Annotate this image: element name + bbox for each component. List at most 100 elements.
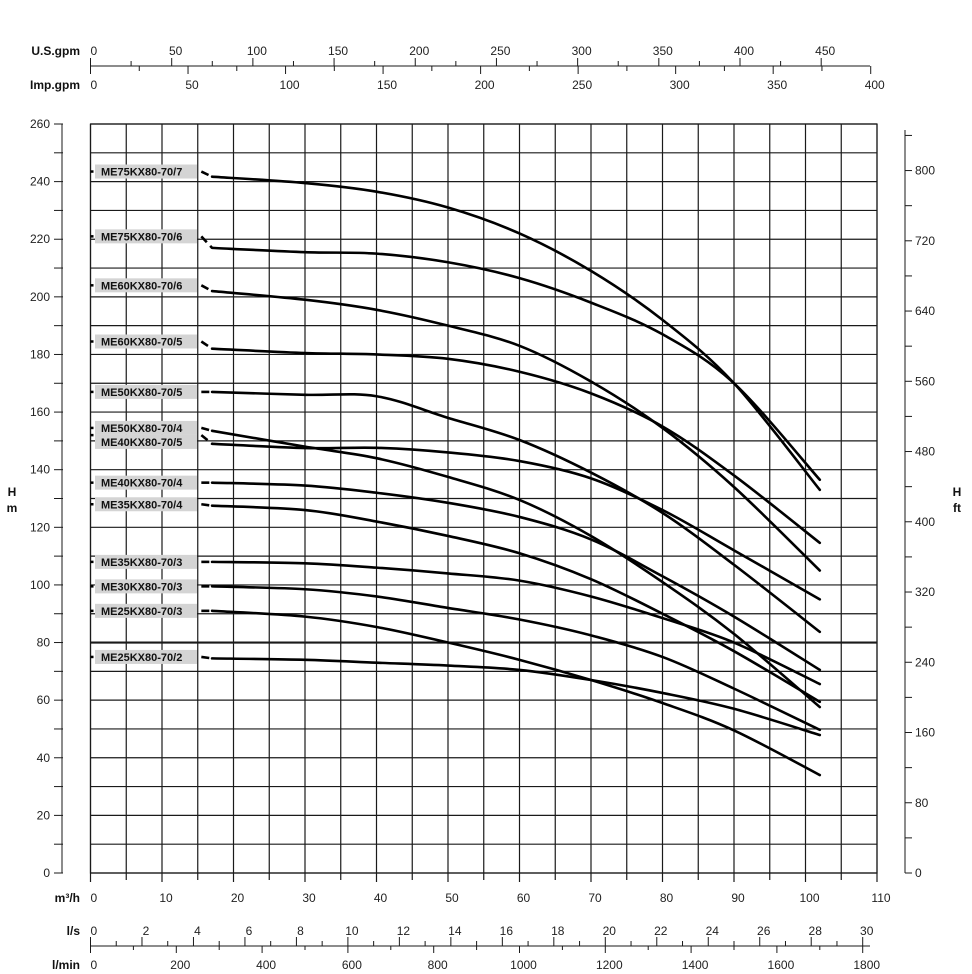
ls-tick-label: 28 [809,924,823,938]
y-tick-label: 220 [30,232,50,246]
us-gpm-tick-label: 300 [572,44,592,58]
curve-label: ME25KX80-70/2 [101,652,182,664]
curve-dashed-start [200,340,213,350]
lmin-tick-label: 600 [342,958,362,972]
imp-gpm-tick-label: 400 [865,78,885,92]
curve-me30kx80-70/3 [210,585,822,732]
y-right-tick-label: 160 [915,726,935,740]
curve-label: ME30KX80-70/3 [101,581,182,593]
y-tick-label: 20 [37,808,51,822]
imp-gpm-tick-label: 0 [91,78,98,92]
curve-label-box [95,420,197,435]
us-gpm-tick-label: 0 [91,44,98,58]
y-right-axis-label-h: H [953,485,962,499]
us-gpm-tick-label: 250 [490,44,510,58]
imp-gpm-tick-label: 50 [185,78,199,92]
ls-tick-label: 14 [448,924,462,938]
y-tick-label: 260 [30,117,50,131]
curve-label: ME60KX80-70/6 [101,280,182,292]
us-gpm-tick-label: 50 [169,44,183,58]
ls-tick-label: 8 [297,924,304,938]
us-gpm-tick-label: 400 [734,44,754,58]
ls-tick-label: 4 [194,924,201,938]
x-tick-label: 60 [517,891,531,905]
ls-tick-label: 22 [654,924,668,938]
y-axis-label-m: m [7,501,18,515]
curve-me25kx80-70/3 [210,609,822,777]
curve-label: ME60KX80-70/5 [101,336,182,348]
lmin-tick-label: 200 [170,958,190,972]
x-tick-label: 70 [588,891,602,905]
y-tick-label: 80 [37,636,51,650]
axes: 0204060801001201401601802002202402600801… [30,44,935,972]
x-tick-label: 110 [871,891,890,905]
ls-tick-label: 6 [246,924,253,938]
us-gpm-tick-label: 450 [815,44,835,58]
us-gpm-tick-label: 200 [409,44,429,58]
curve-label: ME75KX80-70/7 [101,167,182,179]
x-tick-label: 20 [231,891,245,905]
curve-label: ME35KX80-70/3 [101,557,182,569]
lmin-tick-label: 1400 [682,958,709,972]
curve-dashed-start [200,235,214,249]
y-right-tick-label: 80 [915,796,929,810]
ls-tick-label: 16 [500,924,514,938]
y-right-tick-label: 0 [915,866,922,880]
x-tick-label: 40 [374,891,388,905]
y-right-axis-label-ft: ft [953,501,961,515]
x-tick-label: 100 [799,891,819,905]
curve-me75kx80-70/7 [210,175,822,492]
x-tick-label: 0 [91,891,98,905]
curve-label-box [95,554,197,569]
curve-dashed-start [201,655,213,660]
curve-me35kx80-70/4 [210,504,822,704]
curve-label: ME35KX80-70/4 [101,499,183,511]
curve-dashed-start [200,284,213,293]
ls-tick-label: 24 [706,924,720,938]
y-right-tick-label: 560 [915,374,935,388]
x-tick-label: 10 [159,891,173,905]
y-tick-label: 200 [30,290,50,304]
ls-tick-label: 0 [91,924,98,938]
us-gpm-tick-label: 350 [653,44,673,58]
lmin-tick-label: 1600 [768,958,795,972]
us-gpm-label: U.S.gpm [31,44,80,58]
curve-label: ME40KX80-70/4 [101,478,183,490]
curve-label-box [95,334,197,349]
plot-border [89,123,878,874]
curve-label-box [95,475,197,490]
lmin-tick-label: 1000 [510,958,537,972]
curve-me40kx80-70/4 [210,481,822,672]
y-tick-label: 160 [30,405,50,419]
y-right-tick-label: 640 [915,304,935,318]
y-tick-label: 0 [43,866,50,880]
ls-tick-label: 26 [757,924,771,938]
y-tick-label: 40 [37,751,51,765]
lmin-tick-label: 800 [428,958,448,972]
ls-tick-label: 2 [143,924,150,938]
imp-gpm-tick-label: 150 [377,78,397,92]
y-right-tick-label: 800 [915,164,935,178]
curve-label: ME25KX80-70/3 [101,606,182,618]
ls-tick-label: 10 [345,924,359,938]
curve-dashed-start [201,502,213,507]
y-right-tick-label: 320 [915,585,935,599]
grid [89,123,878,882]
curve-me40kx80-70/5 [210,442,822,601]
curves [200,170,822,777]
x-tick-label: 30 [302,891,316,905]
curve-me35kx80-70/3 [210,560,822,686]
y-right-tick-label: 240 [915,655,935,669]
curve-label: ME40KX80-70/5 [101,437,182,449]
curve-label-box [95,649,197,664]
y-tick-label: 60 [37,693,51,707]
curve-label: ME75KX80-70/6 [101,231,182,243]
x-tick-label: 90 [731,891,745,905]
x-axis-label-m3h: m³/h [55,891,80,905]
curve-dashed-start [200,170,213,178]
lmin-tick-label: 1200 [596,958,623,972]
y-tick-label: 120 [30,520,50,534]
lmin-tick-label: 0 [91,958,98,972]
y-right-tick-label: 480 [915,445,935,459]
curve-labels: ME75KX80-70/7 ME75KX80-70/6 ME60KX80-70/6 M… [90,164,197,664]
